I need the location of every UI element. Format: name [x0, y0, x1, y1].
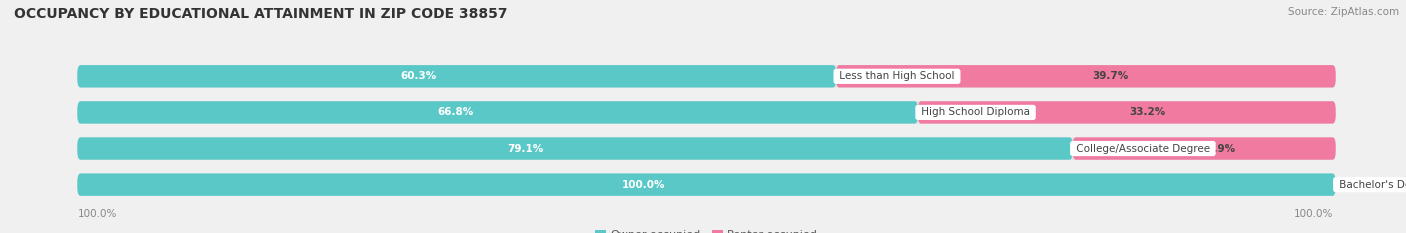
FancyBboxPatch shape: [77, 137, 1073, 160]
Text: 79.1%: 79.1%: [508, 144, 543, 154]
FancyBboxPatch shape: [77, 65, 1336, 88]
Text: 33.2%: 33.2%: [1129, 107, 1166, 117]
Text: Source: ZipAtlas.com: Source: ZipAtlas.com: [1288, 7, 1399, 17]
Text: College/Associate Degree: College/Associate Degree: [1073, 144, 1213, 154]
FancyBboxPatch shape: [77, 173, 1336, 196]
FancyBboxPatch shape: [77, 101, 1336, 124]
Text: 39.7%: 39.7%: [1092, 71, 1129, 81]
FancyBboxPatch shape: [77, 101, 918, 124]
Text: OCCUPANCY BY EDUCATIONAL ATTAINMENT IN ZIP CODE 38857: OCCUPANCY BY EDUCATIONAL ATTAINMENT IN Z…: [14, 7, 508, 21]
FancyBboxPatch shape: [77, 137, 1336, 160]
FancyBboxPatch shape: [837, 65, 1336, 88]
Text: 100.0%: 100.0%: [1294, 209, 1333, 219]
Text: 60.3%: 60.3%: [401, 71, 437, 81]
Text: 0.0%: 0.0%: [1348, 180, 1375, 190]
Text: 100.0%: 100.0%: [621, 180, 665, 190]
FancyBboxPatch shape: [1073, 137, 1336, 160]
Legend: Owner-occupied, Renter-occupied: Owner-occupied, Renter-occupied: [595, 230, 818, 233]
Text: 100.0%: 100.0%: [77, 209, 117, 219]
Text: High School Diploma: High School Diploma: [918, 107, 1033, 117]
Text: Less than High School: Less than High School: [837, 71, 957, 81]
FancyBboxPatch shape: [77, 173, 1336, 196]
Text: 20.9%: 20.9%: [1199, 144, 1236, 154]
FancyBboxPatch shape: [918, 101, 1336, 124]
Text: Bachelor's Degree or higher: Bachelor's Degree or higher: [1336, 180, 1406, 190]
Text: 66.8%: 66.8%: [437, 107, 474, 117]
FancyBboxPatch shape: [77, 65, 837, 88]
